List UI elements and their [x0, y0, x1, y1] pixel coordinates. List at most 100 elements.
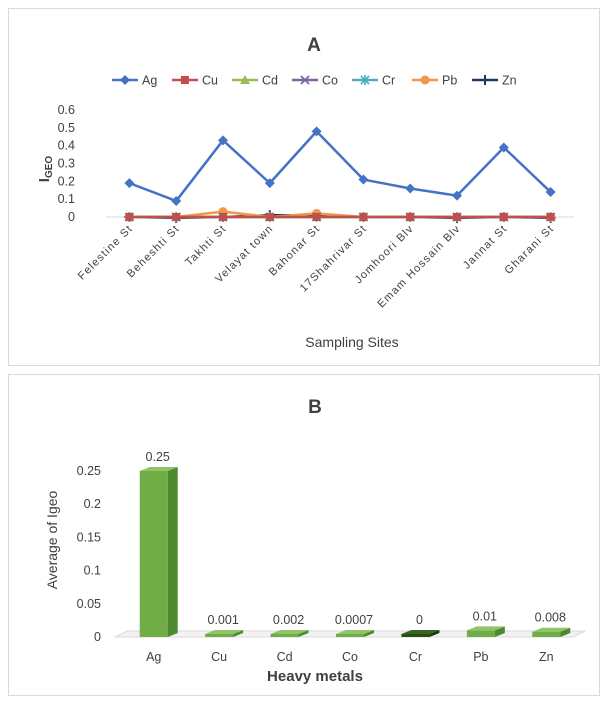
data-point-ag: [124, 178, 135, 189]
chart-panel-a: A Ag Cu Cd Co Cr Pb Zn 0 0.1 0.2 0.3 0.4 0.5 0.6 IGE…: [8, 8, 600, 366]
data-point-cu: [546, 213, 555, 221]
series-cu: [125, 213, 555, 221]
legend-item-cr: Cr: [352, 74, 395, 88]
bar-side: [560, 627, 571, 637]
legend-label: Pb: [442, 74, 457, 88]
legend-item-co: Co: [292, 74, 338, 88]
bar-side: [494, 626, 505, 637]
y-axis-ticks-a: 0 0.1 0.2 0.3 0.4 0.5 0.6: [58, 103, 75, 224]
bar-side: [298, 630, 309, 637]
legend-label: Co: [322, 74, 338, 88]
x-axis-ticks-b: Ag Cu Cd Co Cr Pb Zn: [146, 650, 554, 664]
data-point-ag: [171, 195, 182, 206]
legend-item-cu: Cu: [172, 74, 218, 88]
data-point-cu: [172, 213, 181, 221]
series-pb: [124, 207, 556, 222]
legend-label: Cd: [262, 74, 278, 88]
bar-cd: 0.002: [270, 613, 309, 637]
legend-item-zn: Zn: [472, 74, 517, 88]
y-axis-label-a: IGEO: [36, 156, 55, 183]
data-label-co: 0.0007: [335, 613, 373, 627]
bar-top: [532, 627, 571, 632]
data-point-ag: [358, 174, 369, 185]
bar-front: [139, 471, 168, 637]
data-point-ag: [218, 135, 228, 146]
bar-front: [336, 634, 364, 637]
x-tick-label-cu: Cu: [211, 650, 227, 664]
legend-label: Zn: [502, 74, 517, 88]
data-label-cu: 0.001: [208, 613, 239, 627]
data-point-ag: [405, 183, 416, 194]
bar-zn: 0.008: [532, 611, 571, 637]
data-point-ag: [545, 187, 556, 198]
y-axis-ticks-b: 0 0.05 0.1 0.15 0.2 0.25: [77, 464, 101, 644]
x-tick-label-cd: Cd: [277, 650, 293, 664]
x-axis-label-a: Sampling Sites: [305, 334, 398, 350]
bars-b: 0.25 0.001 0.002 0.0007 0 0.01 0.008: [139, 450, 571, 637]
data-point-cu: [406, 213, 415, 221]
series-ag: [124, 126, 556, 206]
chart-panel-b: B 0 0.05 0.1 0.15 0.2 0.25 Average of Igeo 0.…: [8, 374, 600, 696]
data-point-cu: [265, 213, 274, 221]
y-axis-label-b: Average of Igeo: [44, 490, 60, 589]
bar-top: [466, 626, 505, 631]
x-tick-label-pb: Pb: [473, 650, 488, 664]
legend-item-ag: Ag: [112, 74, 157, 88]
bar-front: [466, 630, 495, 637]
data-point-cu: [125, 213, 134, 221]
bar-top: [401, 630, 440, 634]
y-tick-label-a: 0.5: [58, 121, 75, 135]
bar-side: [233, 630, 244, 637]
y-tick-label-a: 0.4: [58, 139, 75, 153]
line-chart-a: A Ag Cu Cd Co Cr Pb Zn 0 0.1 0.2 0.3 0.4 0.5 0.6 IGE…: [36, 35, 574, 350]
bar-top: [270, 630, 309, 634]
legend-marker: [181, 76, 189, 84]
series-line-ag: [128, 130, 552, 203]
bar-front: [270, 634, 299, 637]
x-axis-label-b: Heavy metals: [267, 668, 363, 685]
data-point-cu: [219, 213, 227, 221]
bar-pb: 0.01: [466, 609, 505, 637]
bar-top: [139, 467, 178, 471]
x-tick-label-emam-hossain-blv: Emam Hossain Blv: [375, 223, 463, 311]
legend-item-pb: Pb: [412, 74, 457, 88]
data-label-pb: 0.01: [473, 609, 497, 623]
legend-marker: [360, 75, 370, 85]
bar-cr: 0: [401, 613, 440, 637]
legend-a: Ag Cu Cd Co Cr Pb Zn: [112, 74, 517, 88]
bar-front: [532, 631, 561, 637]
bar-top: [205, 630, 244, 634]
y-tick-label-a: 0: [68, 210, 75, 224]
y-tick-label-b: 0: [94, 630, 101, 644]
x-tick-label-jannat-st: Jannat St: [461, 223, 510, 272]
legend-label: Cr: [382, 74, 395, 88]
series-lines-a: [124, 126, 556, 223]
bar-ag: 0.25: [139, 450, 178, 637]
y-tick-label-a: 0.6: [58, 103, 75, 117]
bar-side: [429, 630, 440, 637]
legend-label: Ag: [142, 74, 157, 88]
y-tick-label-a: 0.2: [58, 174, 75, 188]
legend-marker: [420, 75, 430, 85]
bar-top: [336, 630, 374, 634]
x-tick-label-ag: Ag: [146, 650, 161, 664]
legend-item-cd: Cd: [232, 74, 278, 88]
bar-chart-b: B 0 0.05 0.1 0.15 0.2 0.25 Average of Igeo 0.…: [44, 397, 586, 685]
y-tick-label-b: 0.1: [84, 564, 101, 578]
legend-marker: [240, 75, 250, 84]
y-tick-label-b: 0.15: [77, 530, 101, 544]
data-point-ag: [498, 142, 509, 153]
y-tick-label-b: 0.05: [77, 597, 101, 611]
bar-cu: 0.001: [205, 613, 244, 637]
data-point-cu: [499, 213, 508, 221]
bar-side: [364, 630, 374, 637]
data-point-cu: [359, 213, 368, 221]
data-point-ag: [452, 190, 462, 201]
legend-marker: [480, 75, 490, 85]
legend-marker: [120, 75, 130, 85]
x-tick-label-takhti-st: Takhti St: [183, 223, 229, 269]
data-point-ag: [264, 178, 275, 189]
legend-label: Cu: [202, 74, 218, 88]
x-tick-label-gharani-st: Gharani St: [503, 223, 557, 277]
